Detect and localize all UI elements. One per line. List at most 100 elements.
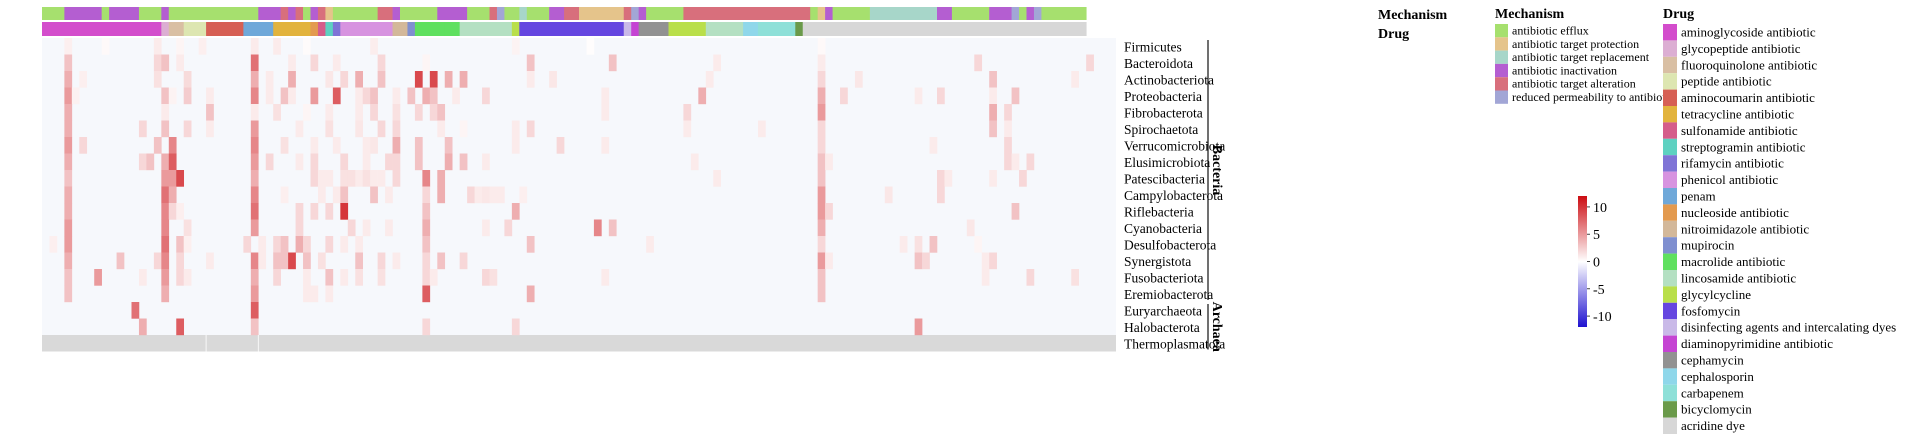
heatmap-cell	[206, 104, 214, 121]
mechanism-segment	[1019, 7, 1027, 20]
drug-legend-label: mupirocin	[1681, 238, 1735, 253]
heatmap-cell	[250, 170, 259, 187]
colorbar: 10 5 0 -5 -10	[1578, 196, 1612, 327]
mechanism-segment	[325, 7, 334, 20]
mechanism-segment	[638, 7, 647, 20]
heatmap-cell	[168, 137, 177, 154]
drug-segment	[638, 22, 669, 36]
heatmap-cell	[407, 87, 416, 105]
mechanism-segment	[288, 7, 296, 20]
mechanism-segment	[623, 7, 632, 20]
heatmap-cell	[64, 285, 73, 303]
heatmap-cell	[690, 153, 699, 171]
heatmap-cell	[303, 285, 311, 303]
drug-segment	[623, 22, 632, 36]
heatmap-cell	[482, 186, 490, 204]
heatmap-cell	[601, 104, 610, 121]
mechanism-legend-label: antibiotic target replacement	[1512, 50, 1650, 64]
heatmap-cell	[161, 269, 170, 286]
heatmap-cell	[377, 170, 386, 187]
drug-segment	[668, 22, 707, 36]
drug-segment	[511, 22, 520, 36]
heatmap-cell	[340, 153, 349, 171]
heatmap-cell	[511, 120, 520, 138]
drug-legend-label: carbapenem	[1681, 385, 1744, 400]
mechanism-segment	[825, 7, 833, 20]
heatmap-cell	[392, 137, 401, 154]
heatmap-cell	[937, 170, 945, 187]
mechanism-segment	[951, 7, 990, 20]
heatmap-cell	[161, 236, 170, 253]
heatmap-cell	[310, 203, 319, 220]
heatmap-cell	[250, 71, 259, 88]
drug-segment	[758, 22, 774, 36]
heatmap-cell	[385, 219, 393, 237]
heatmap-cell	[377, 54, 386, 72]
mechanism-segment	[310, 7, 319, 20]
heatmap-cell	[526, 71, 535, 88]
heatmap-cell	[250, 285, 259, 303]
heatmap-cell	[340, 203, 349, 220]
heatmap-cell	[161, 87, 170, 105]
drug-legend-label: acridine dye	[1681, 418, 1745, 433]
drug-legend-swatch	[1663, 155, 1677, 172]
heatmap-cell	[153, 54, 162, 72]
heatmap-cell	[601, 137, 610, 154]
heatmap-cell	[49, 236, 58, 253]
drug-segment	[206, 22, 244, 36]
heatmap-cell	[168, 203, 177, 220]
mechanism-segment	[332, 7, 349, 20]
heatmap-cell	[944, 170, 953, 187]
heatmap-cell	[250, 302, 259, 319]
heatmap-cell	[64, 104, 73, 121]
heatmap-cell	[526, 285, 535, 303]
heatmap-cell	[601, 87, 610, 105]
drug-legend-label: macrolide antibiotic	[1681, 254, 1786, 269]
heatmap-cell	[474, 186, 483, 204]
drug-segment	[459, 22, 513, 36]
drug-legend-swatch	[1663, 368, 1677, 385]
mechanism-segment	[42, 7, 65, 20]
heatmap-background	[42, 38, 1116, 335]
drug-segment	[273, 22, 311, 36]
heatmap-cell	[698, 87, 707, 105]
heatmap-cell	[974, 236, 983, 253]
mechanism-segment	[109, 7, 140, 20]
mechanism-segment	[526, 7, 535, 20]
heatmap-cell	[840, 87, 848, 105]
heatmap-cell	[161, 104, 170, 121]
heatmap-cell	[183, 120, 192, 138]
heatmap-cell	[176, 54, 185, 72]
heatmap-cell	[414, 137, 423, 154]
heatmap-cell	[1086, 54, 1094, 72]
mechanism-segment	[138, 7, 162, 20]
heatmap-cell	[168, 87, 177, 105]
heatmap-cell	[705, 71, 714, 88]
heatmap-cell	[64, 219, 73, 237]
drug-legend-swatch	[1663, 417, 1677, 434]
heatmap-cell	[64, 137, 73, 154]
row-label: Eremiobacterota	[1124, 287, 1213, 302]
heatmap-cell	[250, 38, 259, 55]
heatmap-cell	[392, 104, 401, 121]
heatmap-cell	[422, 186, 431, 204]
heatmap-cell	[340, 269, 349, 286]
heatmap-cell	[825, 252, 833, 270]
mechanism-segment	[810, 7, 819, 20]
heatmap-cell	[161, 203, 170, 220]
heatmap-cell	[355, 269, 364, 286]
heatmap-cell	[429, 71, 438, 88]
drug-legend-swatch	[1663, 384, 1677, 402]
mechanism-legend-label: antibiotic target alteration	[1512, 77, 1636, 91]
drug-segment	[317, 22, 326, 36]
heatmap-cell	[1011, 153, 1020, 171]
heatmap-cell	[825, 153, 833, 171]
drug-legend-swatch	[1663, 302, 1677, 320]
heatmap-cell	[176, 252, 185, 270]
row-label: Desulfobacterota	[1124, 237, 1216, 252]
row-label: Spirochaetota	[1124, 122, 1198, 137]
heatmap-cell	[989, 170, 997, 187]
drug-legend-swatch	[1663, 220, 1677, 238]
heatmap-cell	[981, 269, 990, 286]
